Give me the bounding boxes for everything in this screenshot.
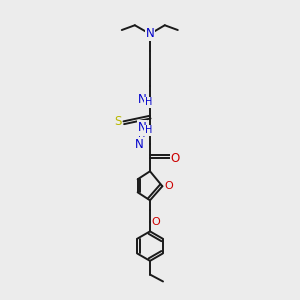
Text: H: H: [138, 136, 146, 146]
Text: N: N: [135, 138, 144, 151]
Text: O: O: [164, 181, 173, 191]
Text: N: N: [146, 27, 154, 40]
Text: H: H: [145, 125, 152, 135]
Text: H: H: [145, 98, 152, 107]
Text: N: N: [138, 93, 146, 106]
Text: S: S: [114, 115, 122, 128]
Text: O: O: [171, 152, 180, 165]
Text: N: N: [138, 121, 146, 134]
Text: O: O: [152, 217, 161, 227]
